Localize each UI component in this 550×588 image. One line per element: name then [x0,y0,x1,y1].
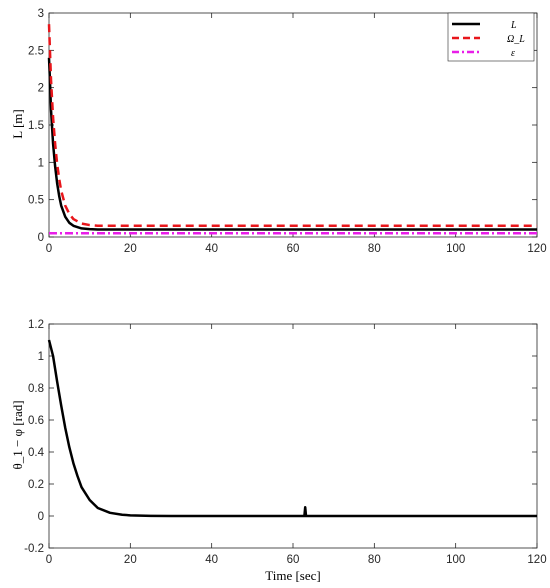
y-tick-label: 0 [38,511,44,523]
bottom-chart-x-label: Time [sec] [265,568,321,583]
top-chart-y-label: L [m] [10,109,25,138]
x-tick-label: 60 [287,554,300,566]
legend-label-L: L [510,20,517,31]
x-tick-label: 0 [46,554,52,566]
y-tick-label: 0 [38,232,44,244]
bottom-chart-ticks: 0 20 40 60 80 100 120-0.200.20.40.60.811.2 [24,319,546,566]
x-tick-label: 40 [205,554,218,566]
y-tick-label: 1 [38,351,44,363]
x-tick-label: 100 [446,243,465,255]
series-line-1 [47,57,537,231]
series-line-2 [47,24,537,228]
y-tick-label: 3 [38,8,44,20]
y-tick-label: 0.4 [28,447,45,459]
top-chart-series [47,24,537,235]
y-tick-label: -0.2 [24,543,44,555]
x-tick-label: 60 [287,243,300,255]
y-tick-label: 1.5 [28,120,44,132]
x-tick-label: 80 [368,243,381,255]
y-tick-label: 2.5 [28,45,44,57]
x-tick-label: 20 [124,554,137,566]
x-tick-label: 0 [46,243,52,255]
x-tick-label: 100 [446,554,465,566]
x-tick-label: 120 [527,243,546,255]
x-tick-label: 20 [124,243,137,255]
top-chart-legend: L Ω_L ε [447,12,535,62]
y-tick-label: 1.2 [28,319,44,331]
bottom-chart-y-label: θ_1 − φ [rad] [10,400,25,469]
y-tick-label: 2 [38,83,44,95]
top-chart-ticks: 0 20 40 60 80 100 120 0 0.5 1 1.5 2 2.5 3 [28,8,547,255]
y-tick-label: 0.6 [28,415,44,427]
bottom-chart-series [47,339,537,518]
x-tick-label: 80 [368,554,381,566]
y-tick-label: 0.5 [28,195,44,207]
top-chart: 0 20 40 60 80 100 120 0 0.5 1 1.5 2 2.5 3 L Ω_L ε L [… [10,8,547,255]
y-tick-label: 0.8 [28,383,44,395]
bottom-chart: 0 20 40 60 80 100 120-0.200.20.40.60.811.2 θ_1… [10,319,547,583]
bottom-chart-plot-area [48,323,538,549]
legend-label-omega: Ω_L [507,34,525,45]
legend-label-epsilon: ε [511,48,515,59]
series-line-1 [47,339,537,518]
y-tick-label: 1 [38,157,44,169]
y-tick-label: 0.2 [28,479,44,491]
x-tick-label: 120 [527,554,546,566]
x-tick-label: 40 [205,243,218,255]
